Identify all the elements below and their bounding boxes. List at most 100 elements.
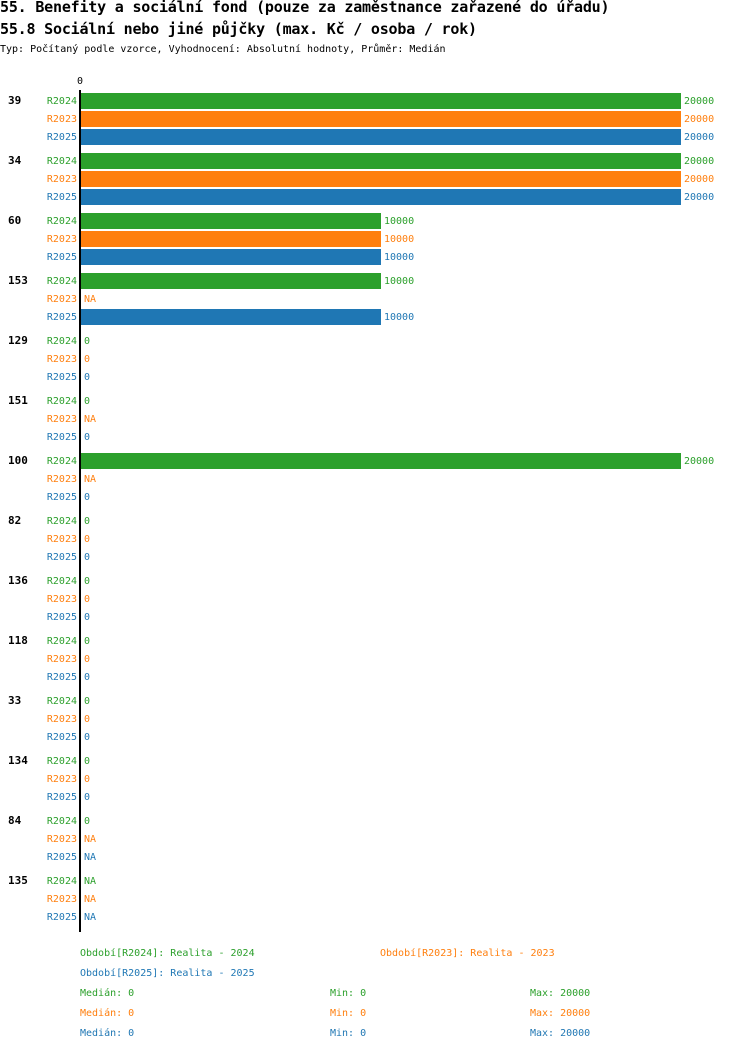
series-label: R2024 bbox=[47, 696, 77, 707]
series-label: R2024 bbox=[47, 636, 77, 647]
series-label: R2025 bbox=[47, 852, 77, 863]
chart-type-line: Typ: Počítaný podle vzorce, Vyhodnocení:… bbox=[0, 44, 446, 55]
series-label: R2025 bbox=[47, 612, 77, 623]
bar bbox=[81, 129, 681, 145]
data-label: 10000 bbox=[384, 312, 414, 323]
stat-max-r2025: Max: 20000 bbox=[530, 1028, 591, 1039]
series-label: R2025 bbox=[47, 132, 77, 143]
series-label: R2024 bbox=[47, 756, 77, 767]
series-label: R2023 bbox=[47, 114, 77, 125]
bar bbox=[81, 213, 381, 229]
data-label: 0 bbox=[84, 792, 90, 803]
na-label: NA bbox=[84, 876, 96, 887]
series-label: R2024 bbox=[47, 456, 77, 467]
x-axis-tick-label: 0 bbox=[77, 76, 83, 87]
data-label: 0 bbox=[84, 354, 90, 365]
legend-r2025: Období[R2025]: Realita - 2025 bbox=[80, 968, 255, 979]
series-label: R2025 bbox=[47, 252, 77, 263]
bar bbox=[81, 111, 681, 127]
bar-chart: 0 39 R2024 20000 R2023 20000 R2025 20000 34 R2024… bbox=[8, 76, 714, 932]
series-label: R2024 bbox=[47, 576, 77, 587]
category-label: 134 bbox=[8, 754, 28, 767]
data-label: 0 bbox=[84, 774, 90, 785]
data-label: 10000 bbox=[384, 216, 414, 227]
series-label: R2023 bbox=[47, 774, 77, 785]
stat-min-r2024: Min: 0 bbox=[330, 988, 367, 999]
na-label: NA bbox=[84, 852, 96, 863]
category-label: 136 bbox=[8, 574, 28, 587]
data-label: 20000 bbox=[684, 132, 714, 143]
stat-min-r2025: Min: 0 bbox=[330, 1028, 367, 1039]
data-label: 10000 bbox=[384, 234, 414, 245]
bar bbox=[81, 249, 381, 265]
data-label: 0 bbox=[84, 714, 90, 725]
bar bbox=[81, 93, 681, 109]
data-label: 0 bbox=[84, 396, 90, 407]
data-label: 0 bbox=[84, 552, 90, 563]
series-label: R2025 bbox=[47, 552, 77, 563]
legend-r2024: Období[R2024]: Realita - 2024 bbox=[80, 948, 255, 959]
series-label: R2025 bbox=[47, 732, 77, 743]
data-label: 0 bbox=[84, 732, 90, 743]
category-label: 135 bbox=[8, 874, 28, 887]
category-label: 82 bbox=[8, 514, 21, 527]
data-label: 0 bbox=[84, 654, 90, 665]
series-label: R2024 bbox=[47, 876, 77, 887]
na-label: NA bbox=[84, 912, 96, 923]
data-label: 20000 bbox=[684, 456, 714, 467]
series-label: R2024 bbox=[47, 816, 77, 827]
series-label: R2023 bbox=[47, 654, 77, 665]
series-label: R2023 bbox=[47, 894, 77, 905]
category-label: 100 bbox=[8, 454, 28, 467]
series-label: R2024 bbox=[47, 516, 77, 527]
data-label: 0 bbox=[84, 492, 90, 503]
legend-r2023: Období[R2023]: Realita - 2023 bbox=[380, 948, 555, 959]
category-label: 39 bbox=[8, 94, 21, 107]
data-label: 0 bbox=[84, 576, 90, 587]
data-label: 20000 bbox=[684, 96, 714, 107]
series-label: R2025 bbox=[47, 492, 77, 503]
data-label: 20000 bbox=[684, 192, 714, 203]
data-label: 0 bbox=[84, 516, 90, 527]
series-label: R2024 bbox=[47, 276, 77, 287]
bar bbox=[81, 171, 681, 187]
data-label: 0 bbox=[84, 696, 90, 707]
series-label: R2023 bbox=[47, 534, 77, 545]
bar bbox=[81, 189, 681, 205]
bar bbox=[81, 453, 681, 469]
series-label: R2025 bbox=[47, 432, 77, 443]
series-label: R2025 bbox=[47, 372, 77, 383]
category-label: 34 bbox=[8, 154, 22, 167]
stat-median-r2023: Medián: 0 bbox=[80, 1008, 135, 1019]
data-label: 20000 bbox=[684, 156, 714, 167]
series-label: R2024 bbox=[47, 336, 77, 347]
category-label: 33 bbox=[8, 694, 21, 707]
stat-median-r2024: Medián: 0 bbox=[80, 988, 135, 999]
series-label: R2024 bbox=[47, 156, 77, 167]
page-title: 55. Benefity a sociální fond (pouze za z… bbox=[0, 0, 610, 16]
series-label: R2024 bbox=[47, 216, 77, 227]
data-label: 0 bbox=[84, 372, 90, 383]
series-label: R2025 bbox=[47, 312, 77, 323]
data-label: 20000 bbox=[684, 114, 714, 125]
data-label: 10000 bbox=[384, 276, 414, 287]
data-label: 0 bbox=[84, 672, 90, 683]
stat-min-r2023: Min: 0 bbox=[330, 1008, 367, 1019]
category-label: 129 bbox=[8, 334, 28, 347]
series-label: R2023 bbox=[47, 594, 77, 605]
series-label: R2023 bbox=[47, 174, 77, 185]
bar bbox=[81, 153, 681, 169]
data-label: 0 bbox=[84, 612, 90, 623]
data-label: 0 bbox=[84, 336, 90, 347]
series-label: R2023 bbox=[47, 234, 77, 245]
bar bbox=[81, 273, 381, 289]
series-label: R2024 bbox=[47, 96, 77, 107]
series-label: R2023 bbox=[47, 294, 77, 305]
category-label: 84 bbox=[8, 814, 22, 827]
series-label: R2023 bbox=[47, 714, 77, 725]
series-label: R2025 bbox=[47, 192, 77, 203]
data-label: 10000 bbox=[384, 252, 414, 263]
series-label: R2024 bbox=[47, 396, 77, 407]
category-label: 151 bbox=[8, 394, 28, 407]
bar bbox=[81, 231, 381, 247]
